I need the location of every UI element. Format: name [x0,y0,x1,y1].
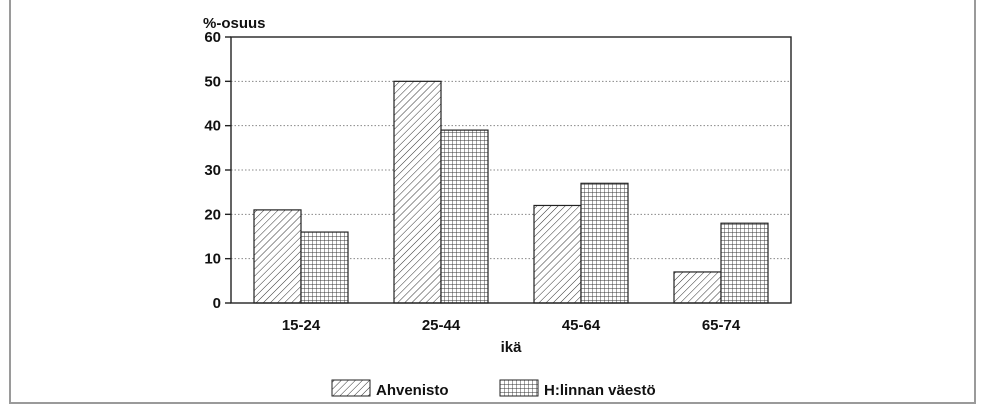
x-tick-label: 65-74 [702,317,741,334]
y-tick-label: 30 [204,162,221,179]
y-axis-ticks: 0 10 20 30 40 50 60 [204,29,231,312]
bar-ahvenisto [253,209,302,304]
bar-hlinnan-vaesto [720,222,769,304]
bar-ahvenisto [393,80,442,304]
y-axis-label: %-osuus [203,15,266,32]
y-tick-label: 40 [204,118,221,135]
x-tick-label: 25-44 [422,317,461,334]
plot-area-border [230,36,792,304]
y-tick-label: 10 [204,251,221,268]
x-tick-label: 45-64 [562,317,601,334]
y-tick-label: 50 [204,73,221,90]
bar-hlinnan-vaesto [580,182,629,304]
bar-hlinnan-vaesto [440,129,489,304]
x-axis-label: ikä [501,339,523,356]
legend-label-hlinnan-vaesto: H:linnan väestö [544,382,656,399]
legend-swatch-hlinnan-vaesto [499,379,539,397]
bar-ahvenisto [673,271,722,304]
grid-lines [231,80,791,260]
x-tick-label: 15-24 [282,317,321,334]
x-axis-ticks: 15-24 25-44 45-64 65-74 [282,317,741,334]
legend-label-ahvenisto: Ahvenisto [376,382,449,399]
y-tick-label: 60 [204,29,221,46]
bar-hlinnan-vaesto [300,231,349,304]
y-tick-label: 20 [204,206,221,223]
legend: Ahvenisto H:linnan väestö [331,379,656,399]
bar-ahvenisto [533,204,582,304]
legend-swatch-ahvenisto [331,379,371,397]
chart-frame [9,0,976,404]
bars [253,80,769,304]
y-tick-label: 0 [213,295,221,312]
